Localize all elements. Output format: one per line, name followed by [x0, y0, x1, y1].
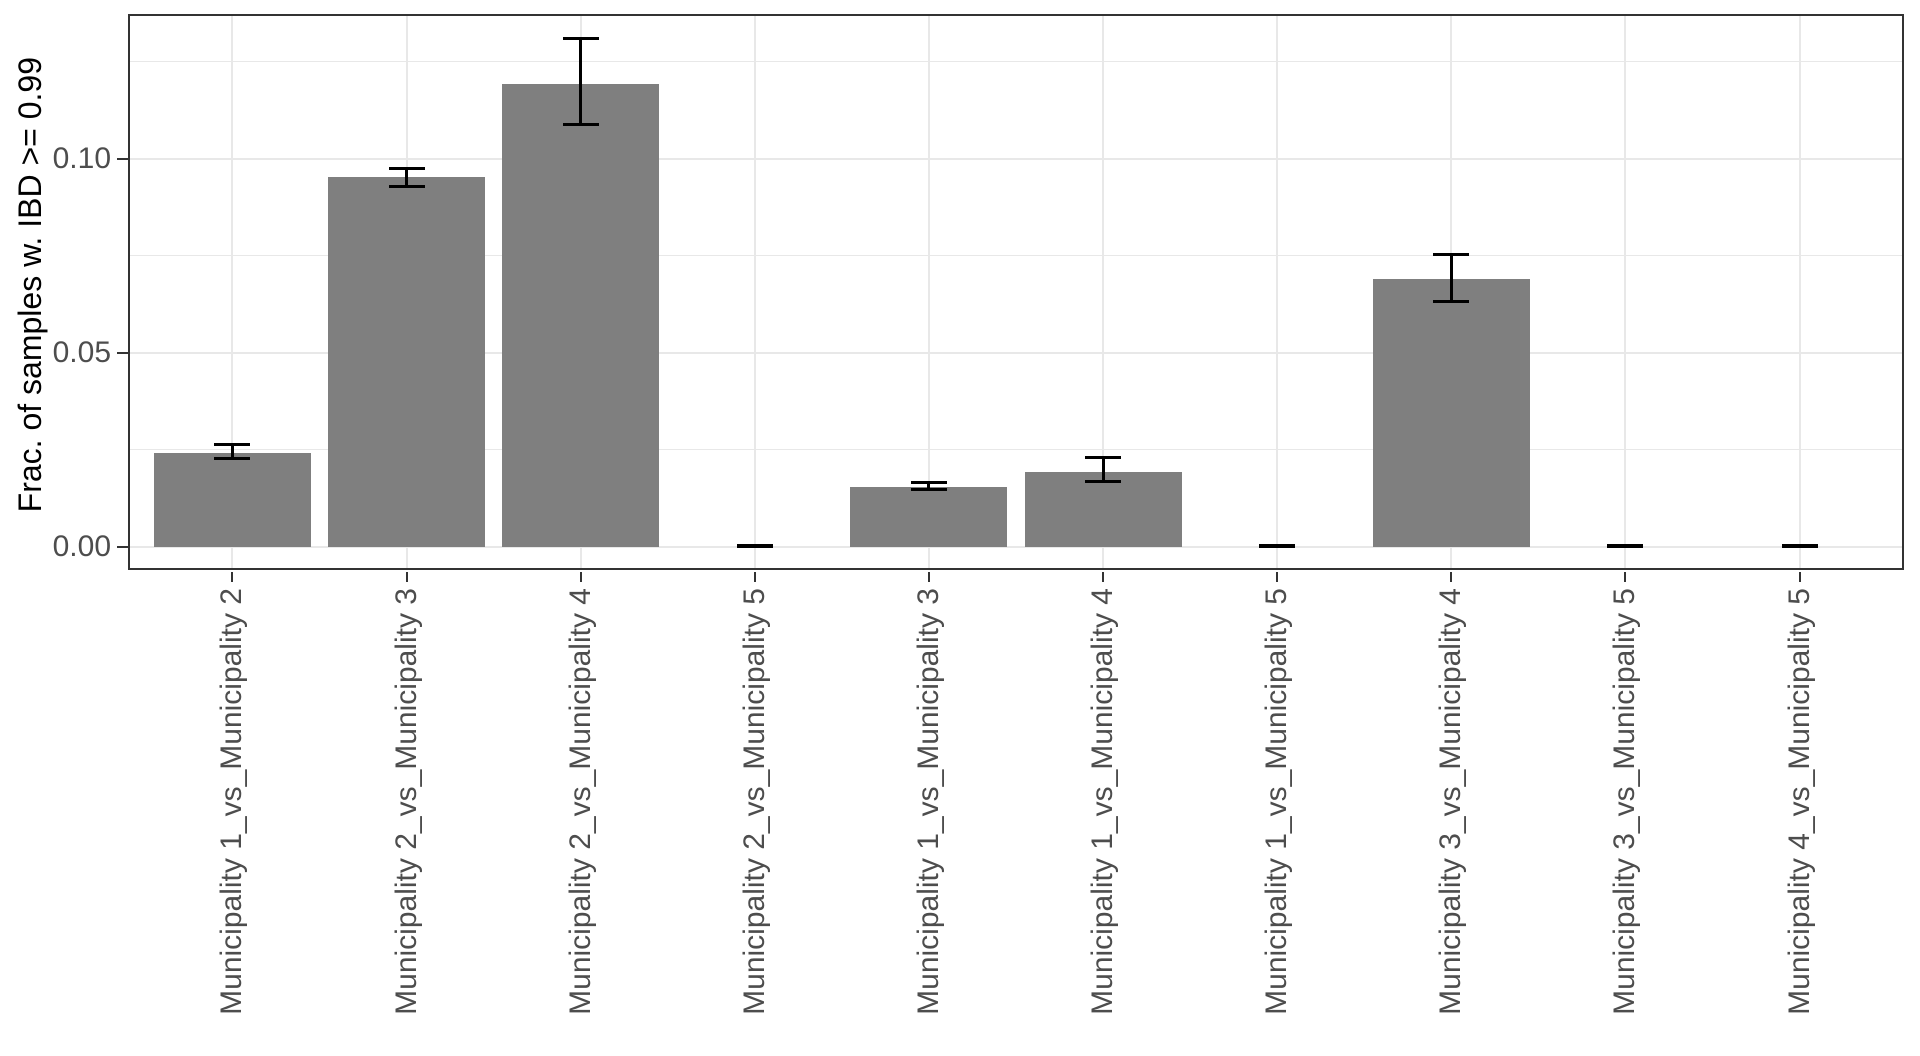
gridline-category — [1798, 14, 1801, 570]
x-axis-tick — [579, 572, 582, 582]
error-bar-cap-top — [1433, 253, 1470, 257]
error-bar-cap-bottom — [1433, 299, 1470, 303]
gridline-category — [753, 14, 756, 570]
bar — [328, 177, 486, 547]
gridline-category — [1102, 14, 1105, 570]
y-axis-title-wrap: Frac. of samples w. IBD >= 0.99 — [8, 0, 52, 570]
bar — [502, 84, 660, 547]
x-tick-label: Municipality 2_vs_Municipality 5 — [737, 588, 771, 1015]
gridline-category — [927, 14, 930, 570]
error-bar-cap-bottom — [1085, 480, 1122, 484]
error-bar-line — [1449, 254, 1453, 301]
x-axis-tick — [1276, 572, 1279, 582]
error-bar-cap-bottom — [1607, 545, 1644, 549]
gridline-major — [128, 157, 1904, 160]
gridline-category — [1276, 14, 1279, 570]
x-axis-tick — [927, 572, 930, 582]
x-axis-tick — [1624, 572, 1627, 582]
x-axis-tick — [753, 572, 756, 582]
bar — [1372, 278, 1530, 547]
error-bar-line — [927, 482, 931, 490]
gridline-minor — [128, 61, 1904, 63]
x-tick-label: Municipality 1_vs_Municipality 2 — [215, 588, 249, 1015]
x-axis-tick — [231, 572, 234, 582]
error-bar-line — [230, 444, 234, 459]
error-bar-cap-top — [388, 167, 425, 171]
error-bar-cap-top — [1259, 543, 1296, 547]
gridline-major — [128, 545, 1904, 548]
gridline-category — [1624, 14, 1627, 570]
error-bar-cap-top — [1781, 543, 1818, 547]
x-tick-label: Municipality 3_vs_Municipality 5 — [1608, 588, 1642, 1015]
x-tick-label: Municipality 3_vs_Municipality 4 — [1434, 588, 1468, 1015]
error-bar-cap-bottom — [910, 488, 947, 492]
x-tick-label: Municipality 2_vs_Municipality 3 — [389, 588, 423, 1015]
error-bar-cap-top — [910, 481, 947, 485]
x-axis-tick — [1798, 572, 1801, 582]
x-tick-label: Municipality 1_vs_Municipality 5 — [1260, 588, 1294, 1015]
bar — [1024, 471, 1182, 547]
error-bar-cap-bottom — [388, 184, 425, 188]
gridline-category — [231, 14, 234, 570]
error-bar-line — [579, 38, 583, 125]
gridline-minor — [128, 255, 1904, 257]
y-axis-tick — [117, 157, 128, 160]
x-tick-label: Municipality 1_vs_Municipality 3 — [911, 588, 945, 1015]
error-bar-line — [405, 168, 409, 187]
bar — [850, 486, 1008, 547]
y-axis-tick — [117, 351, 128, 354]
y-tick-label: 0.00 — [52, 529, 111, 563]
error-bar-cap-bottom — [736, 545, 773, 549]
error-bar-cap-top — [1085, 456, 1122, 460]
error-bar-cap-top — [562, 37, 599, 41]
x-axis-tick — [1102, 572, 1105, 582]
error-bar-cap-bottom — [1781, 545, 1818, 549]
gridline-minor — [128, 449, 1904, 451]
error-bar-cap-bottom — [562, 122, 599, 126]
x-tick-label: Municipality 1_vs_Municipality 4 — [1086, 588, 1120, 1015]
y-tick-label: 0.10 — [52, 141, 111, 175]
error-bar-cap-bottom — [214, 457, 251, 461]
error-bar-cap-top — [736, 543, 773, 547]
error-bar-cap-bottom — [1259, 545, 1296, 549]
x-axis-tick — [405, 572, 408, 582]
x-tick-label: Municipality 4_vs_Municipality 5 — [1782, 588, 1816, 1015]
error-bar-line — [1101, 457, 1105, 482]
y-axis-tick — [117, 545, 128, 548]
gridline-major — [128, 351, 1904, 354]
x-tick-label: Municipality 2_vs_Municipality 4 — [563, 588, 597, 1015]
bar — [153, 453, 311, 547]
y-tick-label: 0.05 — [52, 335, 111, 369]
y-axis-title: Frac. of samples w. IBD >= 0.99 — [12, 57, 48, 513]
x-axis-tick — [1450, 572, 1453, 582]
error-bar-cap-top — [1607, 543, 1644, 547]
error-bar-cap-top — [214, 443, 251, 447]
